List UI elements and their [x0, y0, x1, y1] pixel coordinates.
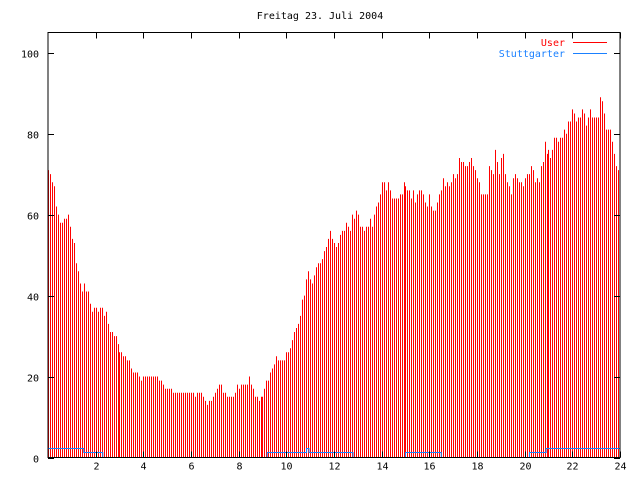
legend-label-user: User: [541, 38, 565, 49]
y-tick-label: 80: [27, 131, 39, 142]
y-tick-label: 0: [33, 455, 39, 466]
y-tick-label: 40: [27, 293, 39, 304]
x-tick-label: 6: [188, 462, 194, 473]
user-series: [48, 97, 619, 458]
x-tick-label: 18: [471, 462, 483, 473]
x-tick-label: 2: [93, 462, 99, 473]
x-tick-label: 16: [423, 462, 435, 473]
y-tick-label: 20: [27, 374, 39, 385]
x-tick-label: 20: [519, 462, 531, 473]
legend-label-stuttgarter: Stuttgarter: [499, 49, 565, 60]
legend: User Stuttgarter: [499, 38, 607, 60]
x-tick-label: 24: [614, 462, 626, 473]
stuttgarter-series: [48, 448, 620, 458]
line-stuttgarter: [48, 448, 620, 458]
x-tick-label: 12: [328, 462, 340, 473]
x-tick-label: 22: [566, 462, 578, 473]
x-tick-label: 10: [280, 462, 292, 473]
x-tick-label: 4: [140, 462, 146, 473]
x-tick-label: 8: [236, 462, 242, 473]
y-tick-label: 100: [21, 50, 39, 61]
y-tick-label: 60: [27, 212, 39, 223]
chart-title: Freitag 23. Juli 2004: [257, 11, 383, 22]
x-tick-label: 14: [376, 462, 388, 473]
